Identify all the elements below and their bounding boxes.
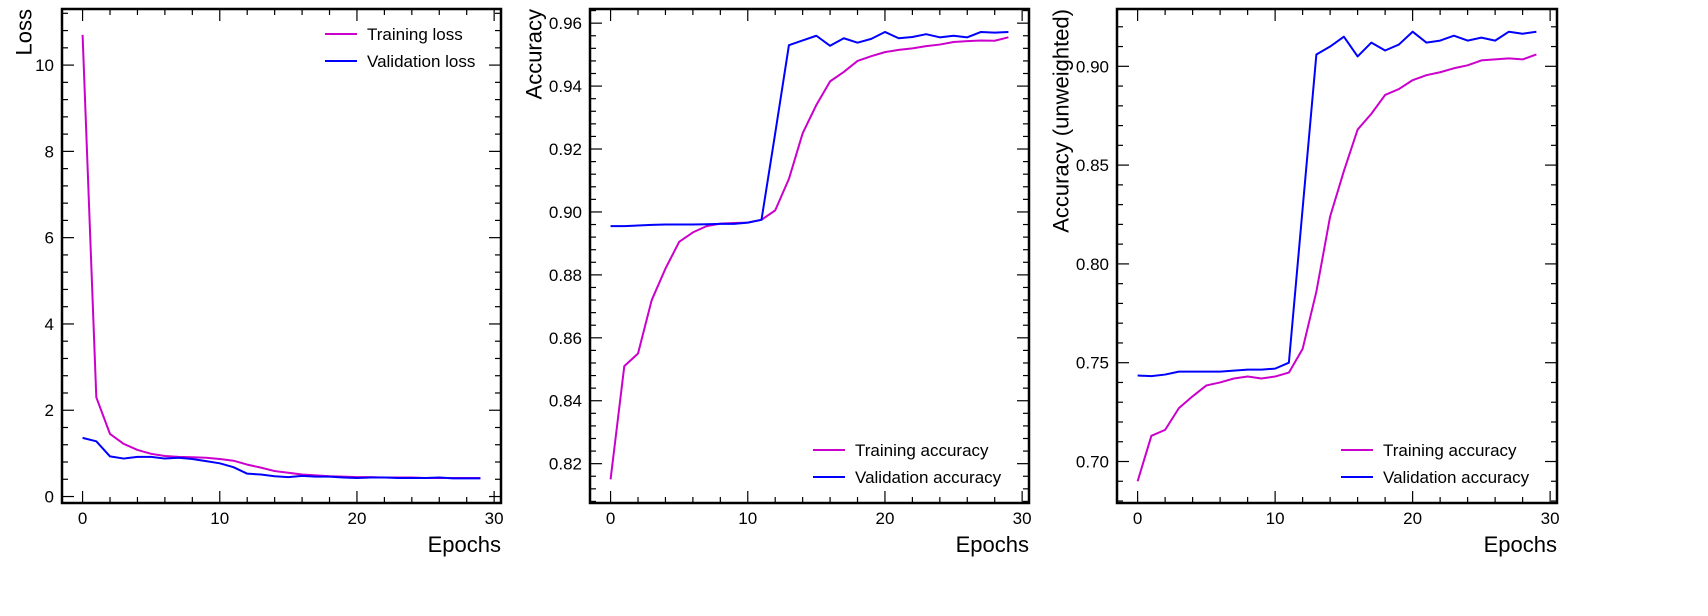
legend: Training loss Validation loss bbox=[325, 25, 475, 71]
y-tick-label: 0.90 bbox=[1076, 57, 1109, 76]
y-axis-label: Loss bbox=[12, 9, 37, 55]
y-axis-label: Accuracy (unweighted) bbox=[1049, 9, 1074, 233]
chart-panel-2: 0 10 20 30 0.82 0.84 0.86 0.88 0.90 0.92 0.94 0.96 E… bbox=[522, 7, 1032, 557]
series-line bbox=[609, 36, 1009, 480]
chart-panel-3: 0 10 20 30 0.70 0.75 0.80 0.85 0.90 Epochs Accurac… bbox=[1049, 7, 1560, 557]
y-tick-label: 8 bbox=[45, 142, 54, 161]
y-tick-label: 0.84 bbox=[549, 392, 582, 411]
y-tick-label: 0.92 bbox=[549, 140, 582, 159]
y-tick-label: 10 bbox=[35, 56, 54, 75]
legend-label: Validation accuracy bbox=[855, 468, 1002, 487]
x-axis-label: Epochs bbox=[1484, 532, 1557, 557]
plot-frame bbox=[1115, 7, 1559, 505]
legend: Training accuracy Validation accuracy bbox=[1341, 441, 1530, 487]
chart-panel-1: 0 10 20 30 0 2 4 6 8 10 Epochs Loss Training loss Val… bbox=[12, 7, 504, 557]
x-tick-label: 10 bbox=[738, 509, 757, 528]
series-line bbox=[610, 30, 1009, 228]
x-tick-label: 10 bbox=[1266, 509, 1285, 528]
x-tick-label: 20 bbox=[875, 509, 894, 528]
x-tick-label: 30 bbox=[1013, 509, 1032, 528]
x-tick-label: 30 bbox=[485, 509, 504, 528]
y-tick-label: 0.94 bbox=[549, 77, 582, 96]
x-tick-label: 20 bbox=[347, 509, 366, 528]
series-line bbox=[1136, 53, 1537, 482]
y-tick-label: 0.85 bbox=[1076, 156, 1109, 175]
series-line bbox=[82, 436, 481, 480]
y-tick-label: 0.88 bbox=[549, 266, 582, 285]
y-tick-label: 0.82 bbox=[549, 455, 582, 474]
legend-label: Training accuracy bbox=[1383, 441, 1517, 460]
y-tick-label: 2 bbox=[45, 401, 54, 420]
y-tick-label: 0.70 bbox=[1076, 453, 1109, 472]
y-tick-label: 6 bbox=[45, 229, 54, 248]
legend-label: Validation accuracy bbox=[1383, 468, 1530, 487]
x-tick-label: 10 bbox=[210, 509, 229, 528]
plot-frame bbox=[588, 7, 1031, 505]
y-tick-label: 0.90 bbox=[549, 203, 582, 222]
y-tick-label: 0.96 bbox=[549, 14, 582, 33]
y-axis-label: Accuracy bbox=[522, 9, 547, 99]
legend-label: Training accuracy bbox=[855, 441, 989, 460]
y-tick-label: 4 bbox=[45, 315, 54, 334]
legend: Training accuracy Validation accuracy bbox=[813, 441, 1002, 487]
y-tick-label: 0 bbox=[45, 488, 54, 507]
y-tick-label: 0.86 bbox=[549, 329, 582, 348]
plot-frame bbox=[60, 7, 503, 505]
series-line bbox=[1137, 30, 1537, 378]
x-tick-label: 0 bbox=[606, 509, 615, 528]
y-tick-label: 0.75 bbox=[1076, 354, 1109, 373]
x-tick-label: 20 bbox=[1403, 509, 1422, 528]
series-line bbox=[81, 34, 481, 479]
x-axis-label: Epochs bbox=[956, 532, 1029, 557]
x-tick-label: 30 bbox=[1541, 509, 1560, 528]
y-tick-label: 0.80 bbox=[1076, 255, 1109, 274]
x-axis-label: Epochs bbox=[428, 532, 501, 557]
x-tick-label: 0 bbox=[78, 509, 87, 528]
x-tick-label: 0 bbox=[1133, 509, 1142, 528]
legend-label: Validation loss bbox=[367, 52, 475, 71]
legend-label: Training loss bbox=[367, 25, 463, 44]
